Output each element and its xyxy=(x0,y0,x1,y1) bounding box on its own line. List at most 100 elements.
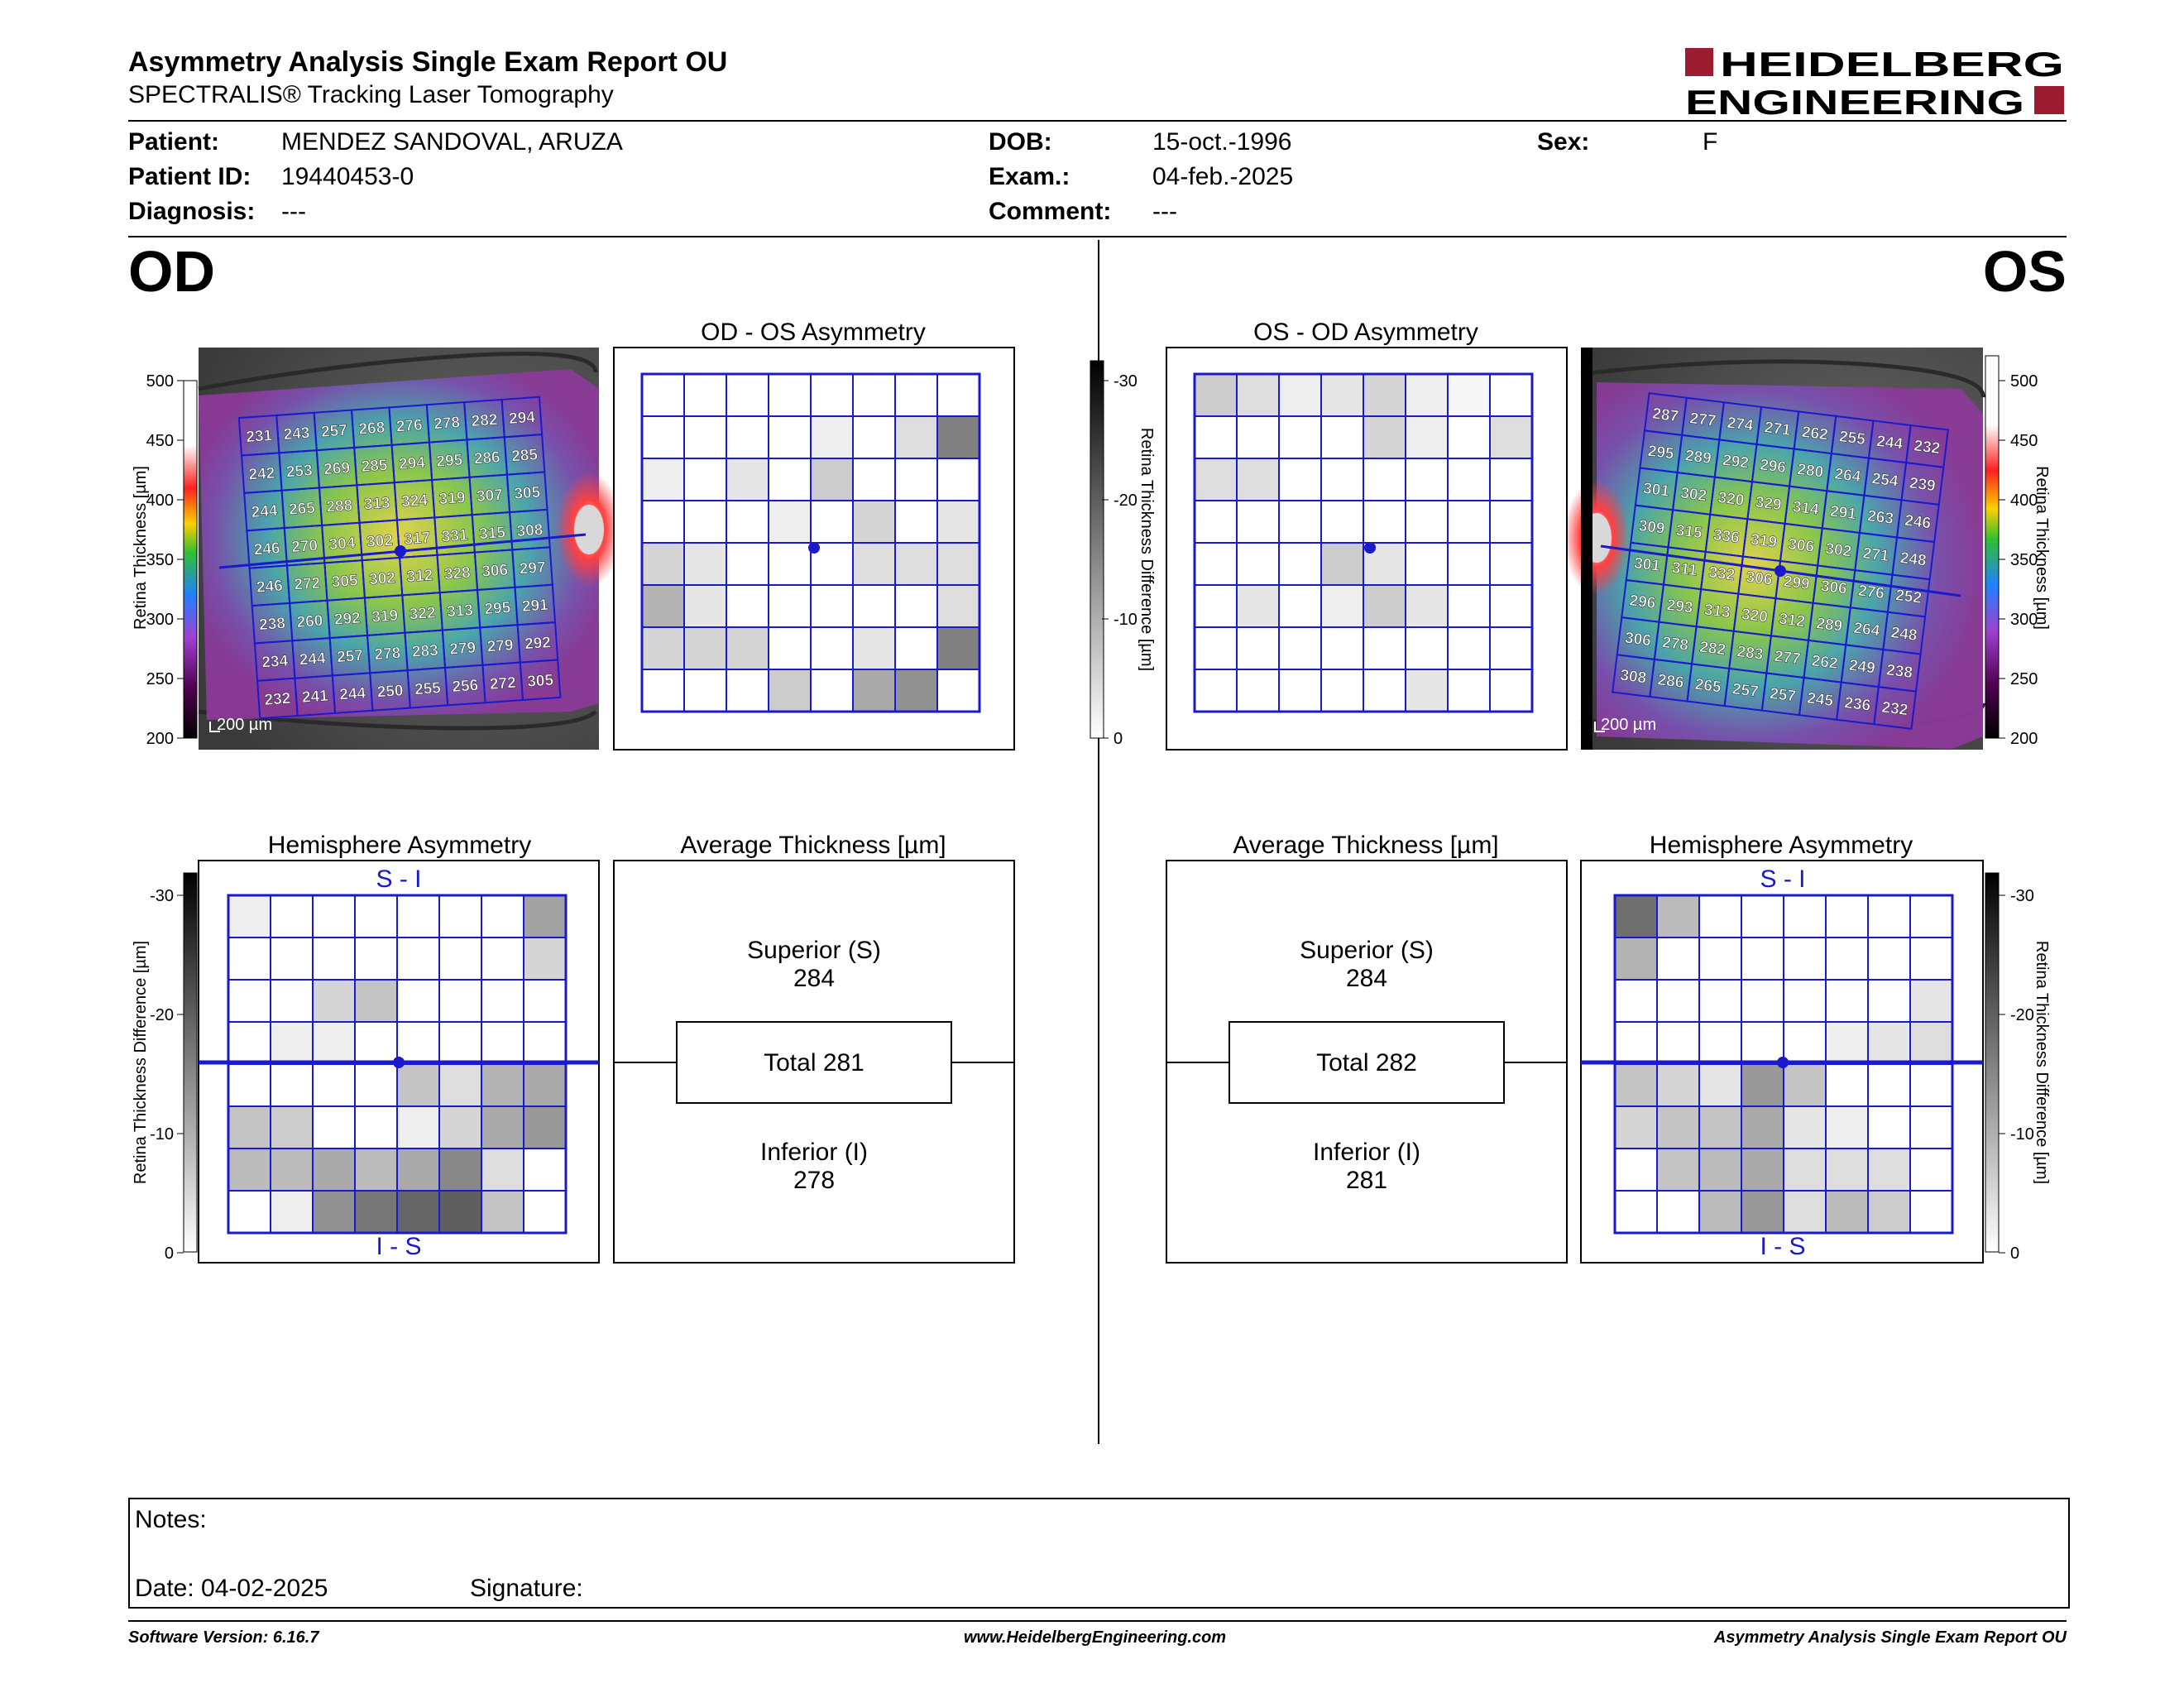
od-os-asymmetry-cell xyxy=(936,500,980,544)
os-thickness-value: 301 xyxy=(1642,480,1670,501)
os-hemisphere-cell xyxy=(1614,1190,1658,1234)
os-thickness-value: 308 xyxy=(1619,667,1647,688)
od-s-minus-i-label: S - I xyxy=(376,866,421,893)
os-hemisphere-cell xyxy=(1656,937,1700,981)
notes-box[interactable] xyxy=(128,1498,2070,1609)
os-thickness-axis-label: Retina Thickness [µm] xyxy=(2033,466,2051,630)
os-total-box xyxy=(1228,1021,1505,1104)
os-od-center-marker xyxy=(1364,542,1376,554)
od-hemi-diff-tick-label: -10 xyxy=(150,1125,174,1144)
od-os-asymmetry-cell xyxy=(641,542,685,586)
os-od-asymmetry-cell xyxy=(1236,584,1280,628)
os-hemisphere-cell xyxy=(1656,1021,1700,1065)
os-thickness-value: 262 xyxy=(1811,652,1839,673)
os-od-asymmetry-cell xyxy=(1489,584,1533,628)
os-hemisphere-cell xyxy=(1614,979,1658,1023)
od-os-asymmetry-cell xyxy=(852,415,896,459)
od-thickness-value: 297 xyxy=(519,559,546,578)
os-thickness-value: 314 xyxy=(1792,498,1820,519)
od-thickness-value: 279 xyxy=(449,640,477,659)
os-od-asymmetry-cell xyxy=(1363,626,1406,670)
os-od-asymmetry-cell xyxy=(1236,500,1280,544)
os-od-asymmetry-cell xyxy=(1194,415,1238,459)
od-os-asymmetry-cell xyxy=(894,584,938,628)
od-os-asymmetry-cell xyxy=(768,500,812,544)
os-thickness-value: 236 xyxy=(1843,694,1871,715)
od-os-asymmetry-cell xyxy=(641,584,685,628)
os-thickness-value: 289 xyxy=(1684,447,1712,468)
od-thickness-value: 304 xyxy=(328,535,357,554)
od-hemisphere-title: Hemisphere Asymmetry xyxy=(267,832,532,859)
os-od-asymmetry-cell xyxy=(1194,500,1238,544)
od-thickness-map: 231 243 257 268 276 278 282 294 242 253 269 285 294 2… xyxy=(198,348,622,750)
os-od-asymmetry-cell xyxy=(1447,373,1491,417)
od-hemisphere-cell xyxy=(270,1105,314,1149)
od-hemisphere-cell xyxy=(438,1105,482,1149)
os-hemisphere-cell xyxy=(1698,979,1742,1023)
os-average-title: Average Thickness [µm] xyxy=(1233,832,1499,859)
os-hemisphere-cell xyxy=(1783,1148,1827,1192)
os-od-asymmetry-cell xyxy=(1489,669,1533,712)
os-thickness-value: 296 xyxy=(1759,456,1787,477)
os-thickness-value: 254 xyxy=(1871,470,1899,491)
os-i-minus-s-label: I - S xyxy=(1760,1233,1805,1260)
header-divider xyxy=(128,120,2067,122)
diagnosis-value: --- xyxy=(281,198,306,225)
os-od-asymmetry-cell xyxy=(1489,458,1533,501)
os-hemi-diff-colorbar xyxy=(1985,872,2000,1253)
website-link[interactable]: www.HeidelbergEngineering.com xyxy=(964,1628,1227,1647)
os-thickness-value: 238 xyxy=(1885,661,1913,682)
os-od-asymmetry-cell xyxy=(1236,626,1280,670)
os-thickness-value: 255 xyxy=(1838,428,1866,448)
od-os-asymmetry-cell xyxy=(726,373,769,417)
od-hemisphere-cell xyxy=(312,1063,356,1107)
os-thickness-value: 306 xyxy=(1745,568,1773,589)
od-thickness-value: 269 xyxy=(323,459,351,478)
od-thickness-colorbar xyxy=(183,380,198,739)
os-hemisphere-cell xyxy=(1783,1105,1827,1149)
os-hemisphere-cell xyxy=(1698,937,1742,981)
od-thickness-value: 302 xyxy=(366,532,393,551)
od-hemisphere-cell xyxy=(312,1148,356,1192)
os-thickness-value: 277 xyxy=(1688,410,1717,430)
os-hemisphere-cell xyxy=(1614,1148,1658,1192)
od-optic-disc xyxy=(574,505,604,554)
od-os-asymmetry-cell xyxy=(726,542,769,586)
od-thickness-value: 246 xyxy=(256,578,283,597)
od-os-asymmetry-cell xyxy=(852,584,896,628)
patient-id-label: Patient ID: xyxy=(128,163,251,190)
os-thickness-value: 295 xyxy=(1647,443,1675,463)
os-thickness-value: 289 xyxy=(1815,615,1843,635)
os-hemisphere-cell xyxy=(1783,1021,1827,1065)
od-hemisphere-cell xyxy=(438,1021,482,1065)
od-thickness-value: 246 xyxy=(253,539,280,559)
dob-label: DOB: xyxy=(989,128,1052,156)
os-hemi-diff-tick-label: 0 xyxy=(2010,1244,2019,1263)
od-thickness-value: 244 xyxy=(339,684,367,703)
od-thickness-value: 306 xyxy=(481,562,509,581)
od-os-asymmetry-cell xyxy=(852,373,896,417)
os-thickness-value: 293 xyxy=(1666,597,1694,617)
os-hemi-diff-axis-label: Retina Thickness Difference [µm] xyxy=(2033,941,2051,1184)
os-thickness-value: 248 xyxy=(1899,549,1928,570)
os-od-asymmetry-cell xyxy=(1363,584,1406,628)
od-hemisphere-cell xyxy=(396,937,440,981)
os-hemisphere-cell xyxy=(1783,894,1827,938)
os-od-asymmetry-cell xyxy=(1278,542,1322,586)
od-thickness-value: 294 xyxy=(508,409,536,428)
os-scalebar-label: 200 µm xyxy=(1601,716,1656,734)
os-thickness-value: 306 xyxy=(1787,535,1815,556)
os-thickness-value: 299 xyxy=(1783,573,1811,593)
os-hemi-diff-tick-label: -10 xyxy=(2010,1125,2034,1144)
os-hemisphere-cell xyxy=(1741,937,1784,981)
od-thickness-value: 322 xyxy=(409,604,436,623)
od-scalebar-label: 200 µm xyxy=(217,716,272,734)
od-hemisphere-cell xyxy=(396,1190,440,1234)
os-hemisphere-cell xyxy=(1825,1148,1869,1192)
os-od-asymmetry-cell xyxy=(1194,542,1238,586)
od-thickness-value: 272 xyxy=(294,575,321,594)
od-os-asymmetry-cell xyxy=(852,500,896,544)
heidelberg-logo: HEIDELBERG ENGINEERING xyxy=(1684,45,2067,122)
od-thickness-value: 305 xyxy=(331,572,359,591)
od-thickness-tick-label: 450 xyxy=(146,432,174,450)
